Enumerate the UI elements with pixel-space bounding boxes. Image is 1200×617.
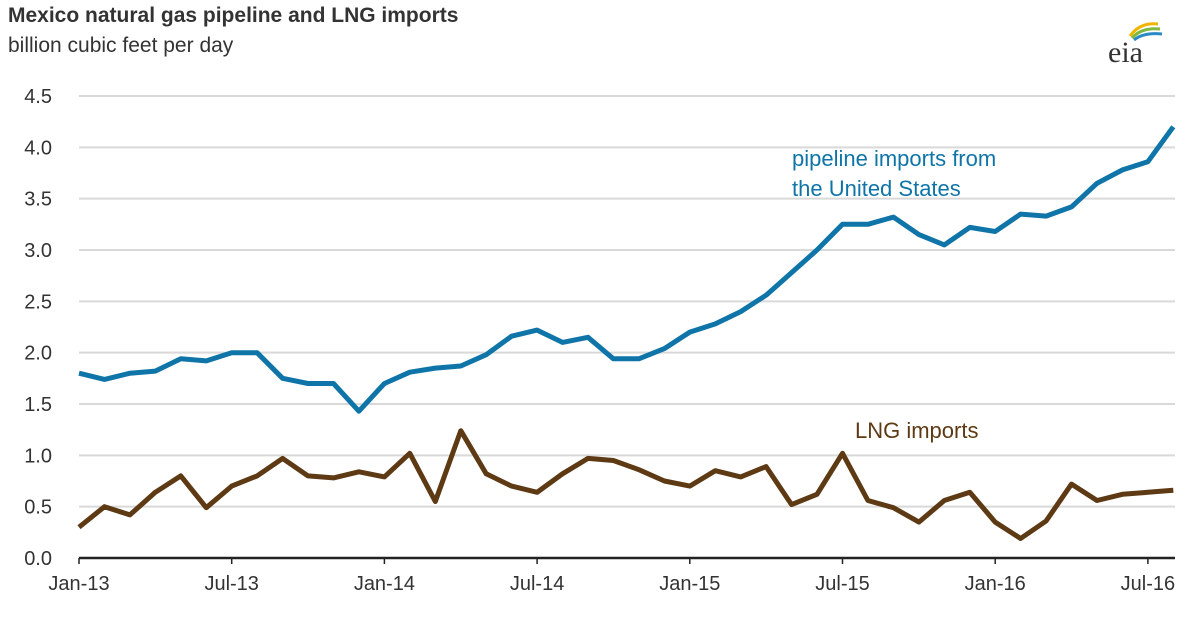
y-tick-label: 1.5: [24, 394, 52, 416]
y-tick-label: 4.5: [24, 86, 52, 108]
x-tick-label: Jul-14: [510, 573, 564, 595]
x-tick-label: Jan-16: [965, 573, 1026, 595]
y-tick-label: 1.0: [24, 445, 52, 467]
x-tick-label: Jul-16: [1121, 573, 1175, 595]
x-tick-label: Jul-13: [204, 573, 258, 595]
x-tick-label: Jul-15: [815, 573, 869, 595]
series-label: LNG imports: [855, 418, 978, 443]
svg-text:eia: eia: [1108, 36, 1143, 69]
y-tick-label: 4.0: [24, 137, 52, 159]
chart-subtitle: billion cubic feet per day: [8, 34, 234, 57]
y-tick-label: 0.0: [24, 548, 52, 570]
eia-logo: eia: [1108, 22, 1163, 69]
pipeline-imports-line: [78, 125, 1176, 414]
x-tick-label: Jan-15: [659, 573, 720, 595]
x-tick-label: Jan-13: [48, 573, 109, 595]
chart-title: Mexico natural gas pipeline and LNG impo…: [8, 4, 459, 27]
series-label: the United States: [792, 176, 961, 201]
y-tick-label: 0.5: [24, 497, 52, 519]
series-label: pipeline imports from: [792, 146, 996, 171]
x-tick-label: Jan-14: [354, 573, 415, 595]
y-tick-label: 3.0: [24, 240, 52, 262]
y-tick-label: 2.0: [24, 343, 52, 365]
y-tick-label: 2.5: [24, 291, 52, 313]
lng-imports-line: [77, 428, 1174, 541]
y-tick-label: 3.5: [24, 189, 52, 211]
